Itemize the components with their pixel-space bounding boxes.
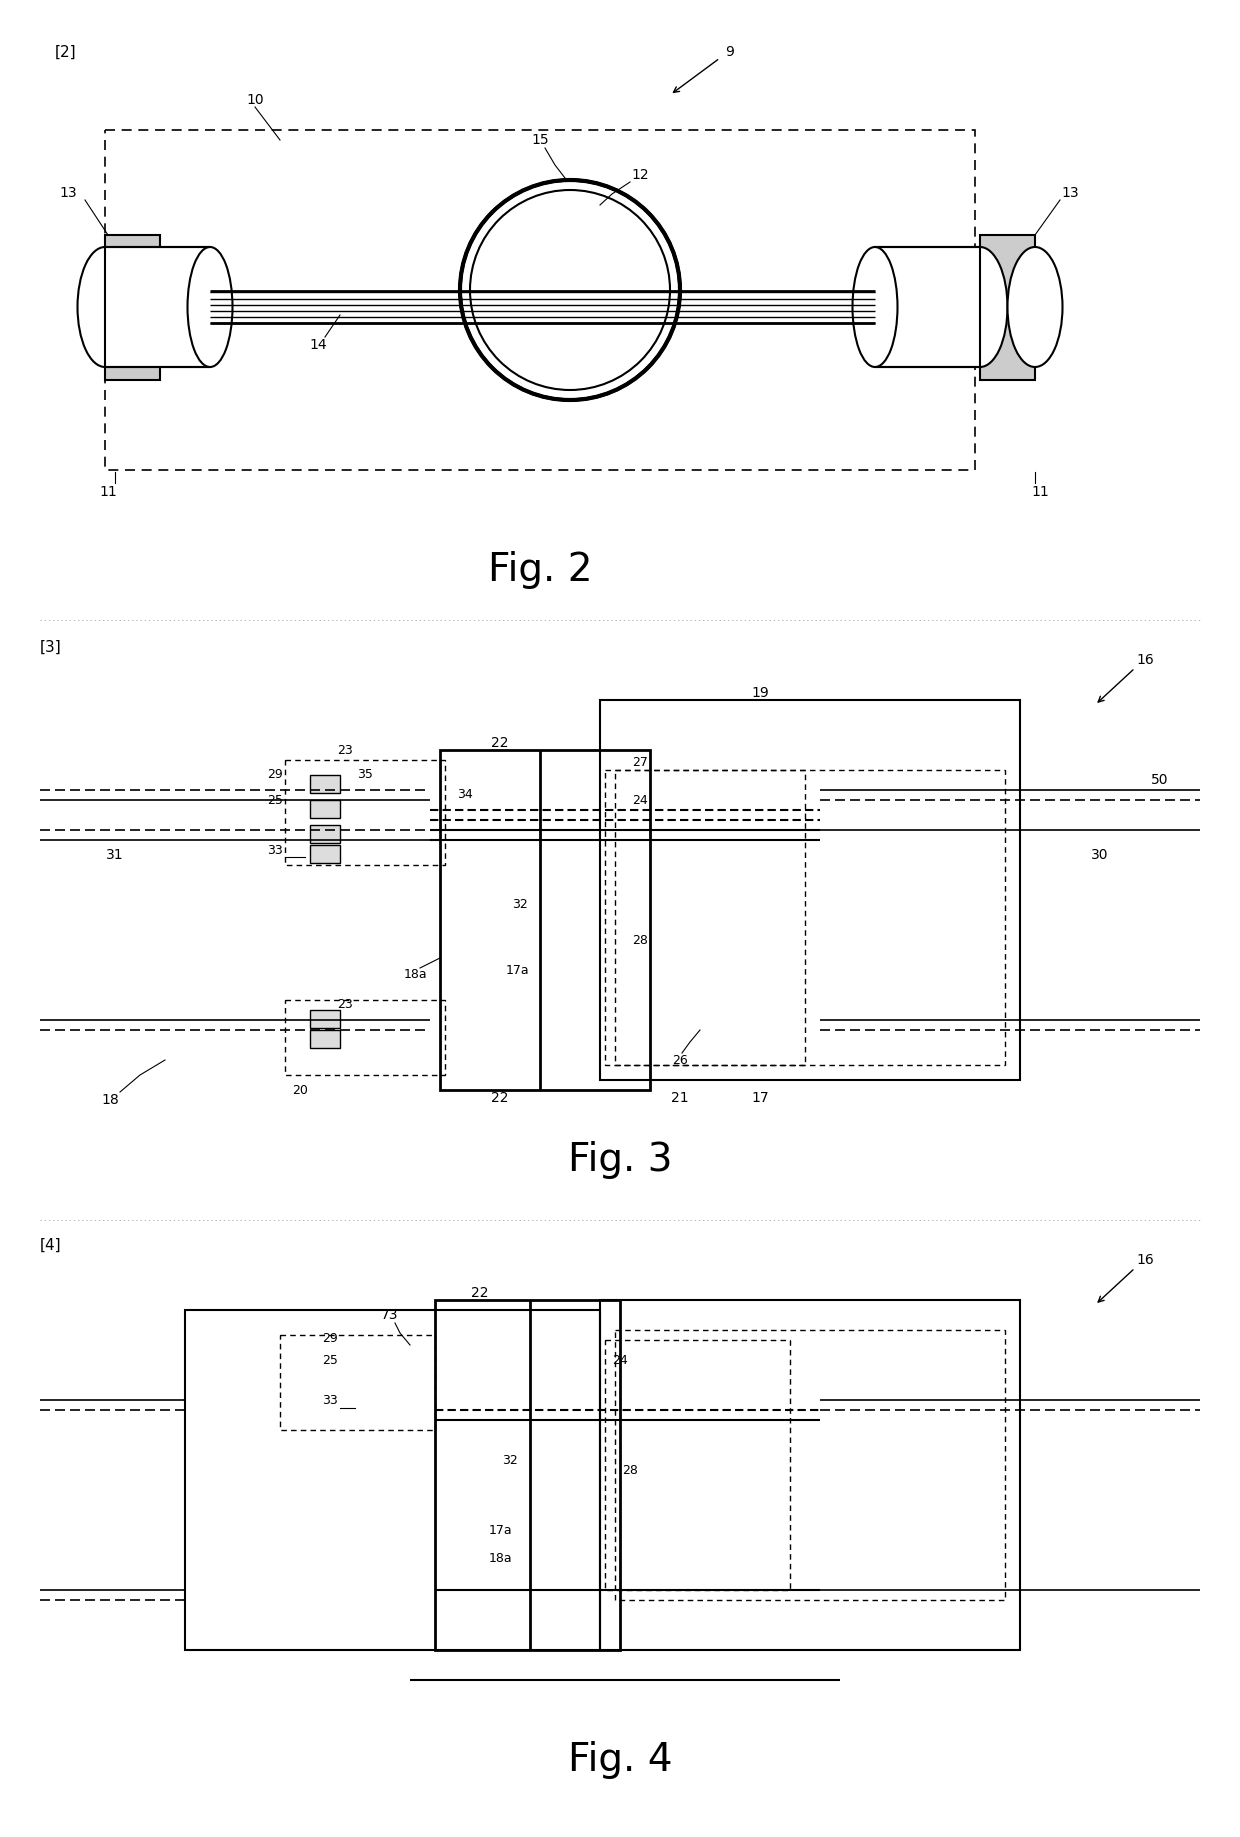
Bar bbox=[185, 1310, 600, 1650]
Text: [2]: [2] bbox=[55, 44, 77, 59]
Text: 22: 22 bbox=[471, 1286, 489, 1301]
Text: 15: 15 bbox=[531, 132, 549, 147]
Text: 20: 20 bbox=[293, 1084, 308, 1097]
Bar bbox=[440, 749, 650, 1089]
Bar bbox=[310, 825, 340, 843]
Text: 16: 16 bbox=[1136, 1253, 1154, 1268]
Text: 32: 32 bbox=[512, 898, 528, 911]
Text: 50: 50 bbox=[1151, 773, 1169, 786]
Bar bbox=[605, 770, 805, 1065]
Text: 9: 9 bbox=[725, 44, 734, 59]
Text: 19: 19 bbox=[751, 685, 769, 700]
Text: 24: 24 bbox=[632, 794, 647, 806]
Text: 13: 13 bbox=[60, 186, 77, 200]
Bar bbox=[600, 1301, 1021, 1650]
Ellipse shape bbox=[77, 246, 133, 367]
Text: 11: 11 bbox=[99, 485, 117, 500]
Text: 18: 18 bbox=[102, 1093, 119, 1108]
Text: 27: 27 bbox=[632, 757, 649, 770]
Text: 18a: 18a bbox=[489, 1552, 512, 1565]
Bar bbox=[605, 1339, 790, 1591]
Ellipse shape bbox=[952, 246, 1007, 367]
Text: 17a: 17a bbox=[489, 1523, 512, 1536]
Text: 30: 30 bbox=[1091, 849, 1109, 862]
Bar bbox=[310, 775, 340, 794]
Text: 17a: 17a bbox=[505, 963, 528, 977]
Bar bbox=[615, 1330, 1004, 1600]
Text: 26: 26 bbox=[672, 1053, 688, 1067]
Text: 29: 29 bbox=[322, 1332, 337, 1345]
Text: 16: 16 bbox=[1136, 652, 1154, 667]
Text: 23: 23 bbox=[337, 744, 353, 757]
Bar bbox=[615, 770, 1004, 1065]
Text: 28: 28 bbox=[632, 933, 649, 946]
Text: 21: 21 bbox=[671, 1091, 688, 1106]
Bar bbox=[310, 1031, 340, 1047]
Bar bbox=[435, 1301, 620, 1650]
Bar bbox=[310, 845, 340, 863]
Text: 33: 33 bbox=[322, 1394, 337, 1407]
Text: 13: 13 bbox=[1061, 186, 1079, 200]
Text: 25: 25 bbox=[322, 1354, 339, 1367]
Text: 31: 31 bbox=[107, 849, 124, 862]
Text: 73: 73 bbox=[381, 1308, 399, 1323]
Text: 10: 10 bbox=[247, 94, 264, 107]
Text: 28: 28 bbox=[622, 1464, 637, 1477]
Bar bbox=[285, 999, 445, 1075]
Text: 23: 23 bbox=[337, 999, 353, 1012]
Bar bbox=[875, 246, 980, 367]
Text: 18a: 18a bbox=[403, 968, 427, 981]
Text: 11: 11 bbox=[1032, 485, 1049, 500]
Ellipse shape bbox=[1007, 246, 1063, 367]
Bar bbox=[105, 246, 210, 367]
Text: 34: 34 bbox=[458, 788, 472, 801]
Text: [3]: [3] bbox=[40, 639, 62, 654]
Text: Fig. 3: Fig. 3 bbox=[568, 1141, 672, 1179]
Text: 35: 35 bbox=[357, 768, 373, 781]
Text: 24: 24 bbox=[613, 1354, 627, 1367]
Bar bbox=[105, 235, 160, 380]
Text: 33: 33 bbox=[267, 843, 283, 856]
Ellipse shape bbox=[187, 246, 233, 367]
Ellipse shape bbox=[470, 189, 670, 389]
Text: 32: 32 bbox=[502, 1453, 518, 1466]
Text: 22: 22 bbox=[491, 737, 508, 749]
Ellipse shape bbox=[853, 246, 898, 367]
Bar bbox=[310, 1010, 340, 1029]
Text: 22: 22 bbox=[491, 1091, 508, 1106]
Bar bbox=[105, 130, 975, 470]
Bar bbox=[600, 700, 1021, 1080]
Text: [4]: [4] bbox=[40, 1238, 62, 1253]
Text: 14: 14 bbox=[309, 338, 327, 353]
Text: 25: 25 bbox=[267, 794, 283, 806]
Text: 29: 29 bbox=[267, 768, 283, 781]
Text: Fig. 2: Fig. 2 bbox=[487, 551, 593, 590]
Bar bbox=[280, 1335, 435, 1429]
Bar bbox=[980, 235, 1035, 380]
Text: 12: 12 bbox=[631, 167, 649, 182]
Text: Fig. 4: Fig. 4 bbox=[568, 1741, 672, 1778]
Text: 17: 17 bbox=[751, 1091, 769, 1106]
Bar bbox=[285, 761, 445, 865]
Bar bbox=[310, 799, 340, 817]
